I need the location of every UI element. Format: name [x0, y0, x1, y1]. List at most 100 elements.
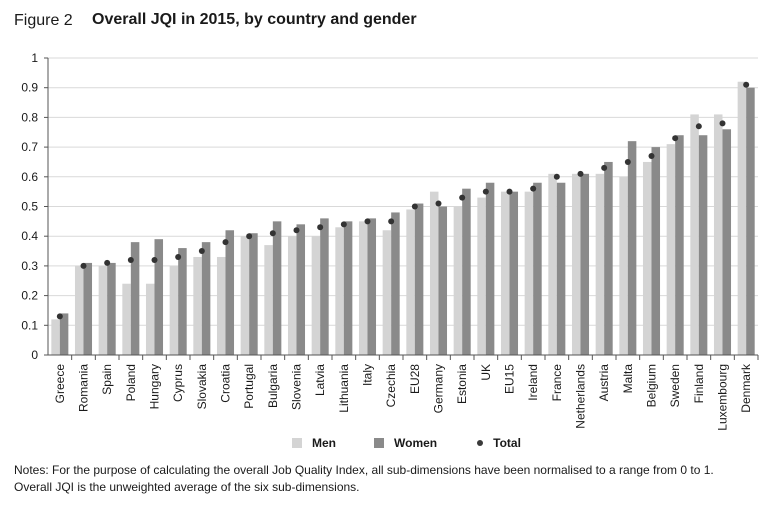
x-tick-label: Romania [77, 364, 91, 412]
x-tick-label: Spain [100, 364, 114, 395]
x-tick-label: Estonia [455, 364, 469, 404]
marker-total [601, 164, 608, 171]
bar-men [382, 230, 392, 355]
bar-women [604, 161, 613, 355]
marker-total [151, 256, 158, 263]
bar-women [746, 87, 755, 355]
x-tick-label: Greece [53, 364, 67, 404]
x-tick-label: Lithuania [337, 364, 351, 413]
bar-men [51, 319, 60, 355]
x-tick-label: Czechia [384, 364, 398, 408]
bar-women [130, 242, 140, 355]
x-tick-label: Hungary [148, 364, 162, 409]
bar-women [722, 129, 732, 355]
bar-chart: 0 0.1 0.2 0.3 0.4 0.5 0.6 0.7 0.8 0.9 1 Greece Roma… [21, 51, 759, 431]
marker-total [459, 194, 466, 201]
bar-men [264, 245, 273, 355]
legend: Men Women Total [292, 436, 559, 450]
bar-men [98, 265, 108, 355]
marker-total [388, 218, 395, 225]
x-tick-label: Malta [621, 364, 635, 394]
bar-women [83, 262, 93, 355]
bar-men [548, 173, 557, 355]
bar-men [666, 144, 676, 355]
y-tick-labels: 0 0.1 0.2 0.3 0.4 0.5 0.6 0.7 0.8 0.9 1 [21, 51, 38, 362]
legend-dot-total [477, 440, 484, 446]
legend-item-women: Women [374, 436, 437, 450]
bar-men [287, 236, 297, 355]
bar-men [358, 221, 368, 355]
bar-women [225, 230, 235, 355]
marker-total [648, 153, 655, 160]
bar-women [438, 206, 448, 355]
bar-women [343, 221, 353, 355]
y-tick-label: 0.5 [21, 200, 38, 214]
x-tick-label: EU28 [408, 364, 422, 394]
figure-label: Figure 2 [14, 12, 73, 29]
marker-total [577, 170, 584, 177]
bar-women [533, 182, 542, 355]
bar-men [500, 191, 510, 355]
x-tick-label: Slovenia [290, 364, 304, 410]
x-tick-label: Finland [692, 364, 706, 403]
marker-total [530, 185, 537, 192]
bar-men [216, 256, 226, 355]
x-tick-label: EU15 [503, 364, 517, 394]
legend-label-men: Men [312, 436, 336, 450]
marker-total [246, 233, 253, 240]
bar-women [59, 313, 69, 355]
marker-total [672, 135, 679, 142]
marker-total [364, 218, 371, 225]
bar-men [642, 161, 652, 355]
bar-men [477, 197, 486, 355]
marker-total [435, 200, 442, 207]
bar-men [453, 206, 463, 355]
bar-women [367, 218, 377, 355]
x-tick-label: Denmark [739, 363, 753, 413]
bar-men [524, 191, 534, 355]
bar-men [335, 227, 344, 355]
marker-total [198, 248, 205, 255]
figure-title: Overall JQI in 2015, by country and gend… [92, 11, 417, 28]
bar-women [509, 191, 519, 355]
x-tick-label: Bulgaria [266, 364, 280, 408]
x-tick-label: Austria [597, 364, 611, 402]
bar-women [296, 224, 306, 355]
bar-women [462, 188, 471, 355]
x-tick-label: Croatia [219, 364, 233, 403]
notes: Notes: For the purpose of calculating th… [14, 462, 754, 496]
bar-men [145, 283, 155, 355]
bar-men [122, 283, 131, 355]
y-tick-label: 1 [31, 51, 38, 65]
bar-men [406, 209, 415, 355]
bar-men [737, 81, 747, 355]
x-tick-label: France [550, 364, 564, 402]
marker-total [553, 173, 560, 180]
marker-total [340, 221, 347, 228]
y-tick-label: 0.8 [21, 110, 38, 124]
y-tick-label: 0.9 [21, 81, 38, 95]
y-tick-label: 0.7 [21, 140, 38, 154]
marker-total [127, 256, 134, 263]
marker-total [624, 158, 631, 165]
bar-women [201, 242, 211, 355]
marker-total [411, 203, 418, 210]
marker-total [175, 253, 182, 260]
x-tick-label: Poland [124, 364, 138, 401]
marker-total [293, 227, 300, 234]
bar-women [675, 135, 684, 355]
bar-women [580, 173, 590, 355]
x-tick-label: Germany [432, 364, 446, 413]
women-bars [59, 87, 755, 355]
marker-total [317, 224, 324, 231]
marker-total [104, 259, 111, 266]
men-bars [51, 81, 747, 356]
bar-men [193, 256, 202, 355]
x-tick-label: UK [479, 364, 493, 381]
x-tick-label: Latvia [313, 364, 327, 396]
y-tick-label: 0.6 [21, 170, 38, 184]
marker-total [506, 188, 513, 195]
x-tick-label: Netherlands [574, 364, 588, 429]
marker-total [719, 120, 726, 127]
bar-women [272, 221, 282, 355]
